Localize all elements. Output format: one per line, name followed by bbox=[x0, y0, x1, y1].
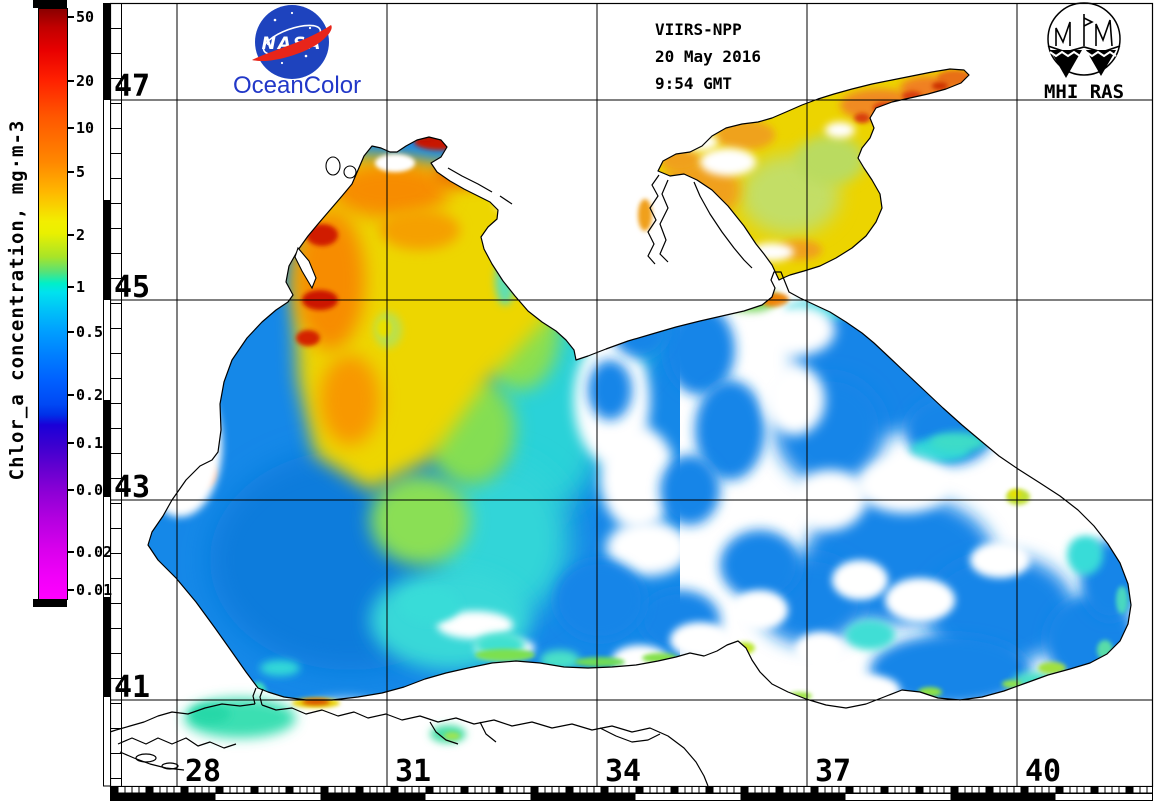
graticule-grid bbox=[110, 3, 1153, 786]
lon-label-37: 37 bbox=[815, 754, 851, 789]
scene-time: 9:54 GMT bbox=[655, 74, 733, 93]
colorbar-tick bbox=[67, 16, 74, 18]
lat-label-47: 47 bbox=[114, 69, 150, 104]
coastline bbox=[109, 68, 1132, 787]
colorbar-tick bbox=[67, 286, 74, 288]
map-frame-rulers bbox=[103, 2, 1154, 801]
nasa-logo-disc bbox=[255, 5, 329, 79]
colorbar-tick-label: 5 bbox=[76, 163, 86, 181]
lagoon-outlines bbox=[294, 156, 357, 290]
graticule-labels: 47 45 43 41 28 31 34 37 40 bbox=[114, 69, 1061, 789]
colorbar-tick bbox=[67, 80, 74, 82]
colorbar-tick bbox=[67, 589, 74, 591]
colorbar-tick-label: 50 bbox=[76, 8, 95, 26]
colorbar-tick-label: 0.5 bbox=[76, 323, 104, 341]
scene-date: 20 May 2016 bbox=[655, 47, 761, 66]
nasa-logo-swoosh bbox=[252, 25, 332, 62]
colorbar-tick-label: 0.2 bbox=[76, 386, 104, 404]
marmara-sea-field bbox=[184, 199, 652, 743]
lon-label-40: 40 bbox=[1025, 754, 1061, 789]
lon-label-28: 28 bbox=[185, 754, 221, 789]
colorbar-title: Chlor_a concentration, mg·m-3 bbox=[6, 119, 28, 481]
mhi-ras-logo: MHI RAS bbox=[1044, 2, 1124, 103]
lon-label-31: 31 bbox=[395, 754, 431, 789]
lat-label-41: 41 bbox=[114, 670, 150, 705]
colorbar-tick bbox=[67, 551, 74, 553]
colorbar-tick-label: 0.01 bbox=[76, 581, 113, 599]
colorbar-tick bbox=[67, 331, 74, 333]
colorbar-tick-label: 0.05 bbox=[76, 481, 113, 499]
colorbar-tick bbox=[67, 442, 74, 444]
scene-info: VIIRS-NPP 20 May 2016 9:54 GMT bbox=[655, 20, 761, 101]
scene-satellite: VIIRS-NPP bbox=[655, 20, 742, 39]
mhi-ras-glyph bbox=[1047, 14, 1121, 53]
lon-label-34: 34 bbox=[605, 754, 641, 789]
colorbar-tick-label: 10 bbox=[76, 119, 95, 137]
colorbar-tick-label: 0.02 bbox=[76, 543, 113, 561]
colorbar-tick bbox=[67, 489, 74, 491]
lat-label-43: 43 bbox=[114, 470, 150, 505]
colorbar-tick bbox=[67, 171, 74, 173]
colorbar-bottom-cap bbox=[33, 599, 67, 607]
oceancolor-label: OceanColor bbox=[233, 72, 362, 99]
mhi-ras-label: MHI RAS bbox=[1044, 81, 1124, 103]
nasa-logo-stars bbox=[266, 11, 312, 65]
lat-label-45: 45 bbox=[114, 270, 150, 305]
colorbar-tick-label: 20 bbox=[76, 72, 95, 90]
colorbar-tick bbox=[67, 394, 74, 396]
colorbar-gradient bbox=[38, 8, 68, 600]
colorbar-tick bbox=[67, 234, 74, 236]
colorbar-tick-label: 2 bbox=[76, 226, 86, 244]
nasa-logo: NASA bbox=[252, 5, 332, 79]
colorbar-tick-label: 0.1 bbox=[76, 434, 104, 452]
colorbar-tick-label: 1 bbox=[76, 278, 86, 296]
colorbar-top-cap bbox=[33, 0, 67, 8]
black-sea-chlorophyll-field bbox=[148, 137, 1131, 708]
colorbar-tick bbox=[67, 127, 74, 129]
